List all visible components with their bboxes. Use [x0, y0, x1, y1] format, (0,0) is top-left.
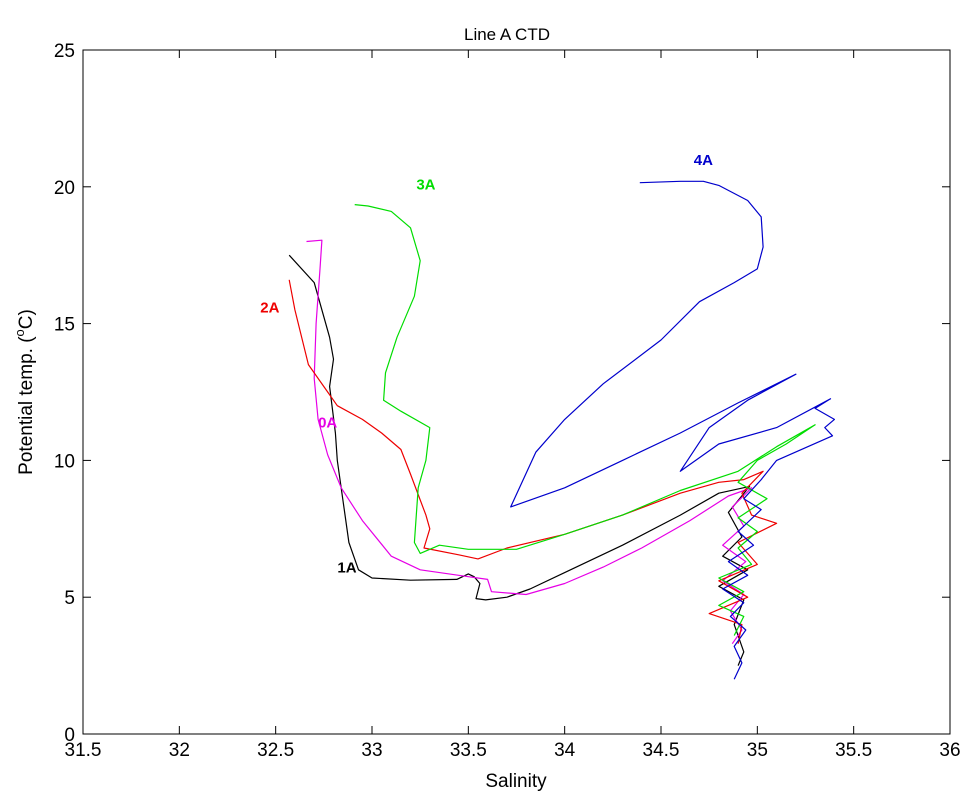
x-tick-label: 32 [169, 740, 190, 761]
series-label-4a: 4A [694, 152, 713, 169]
x-axis: 31.5 32 32.5 33 33.5 34 34.5 35 35.5 36 [65, 50, 961, 761]
y-tick-label: 5 [64, 588, 75, 609]
chart-title: Line A CTD [464, 25, 550, 44]
y-axis-label-degree: o [12, 329, 27, 336]
x-tick-label: 35 [747, 740, 768, 761]
y-axis-label-prefix: Potential temp. ( [16, 336, 37, 475]
x-tick-label: 33 [361, 740, 382, 761]
series-line-1a [288, 254, 751, 666]
series-line-3a [354, 204, 816, 636]
x-tick-label: 35.5 [835, 740, 872, 761]
series-label-1a: 1A [337, 560, 356, 577]
x-tick-label: 34 [554, 740, 576, 761]
y-tick-label: 0 [64, 725, 75, 746]
x-tick-label: 36 [939, 740, 960, 761]
y-axis-label: Potential temp. (oC) [12, 309, 37, 475]
x-tick-label: 31.5 [65, 740, 102, 761]
series-label-3a: 3A [416, 177, 435, 194]
series-line-2a [288, 279, 778, 644]
series-line-0a [306, 239, 753, 645]
series-line-4a [510, 180, 836, 680]
y-tick-label: 10 [54, 451, 75, 472]
x-tick-label: 34.5 [643, 740, 680, 761]
x-tick-label: 33.5 [450, 740, 487, 761]
y-axis-label-suffix: C) [16, 309, 37, 329]
series-label-2a: 2A [260, 300, 279, 317]
x-axis-label: Salinity [485, 771, 547, 792]
y-tick-label: 15 [54, 315, 75, 336]
series-labels: 1A 0A 2A 3A 4A [260, 152, 713, 577]
y-tick-label: 25 [54, 41, 75, 62]
series-layer [288, 180, 836, 680]
y-tick-label: 20 [54, 178, 75, 199]
y-axis: 0 5 10 15 20 25 [54, 41, 950, 746]
series-label-0a: 0A [318, 415, 337, 432]
plot-frame [82, 49, 951, 735]
x-tick-label: 32.5 [257, 740, 294, 761]
